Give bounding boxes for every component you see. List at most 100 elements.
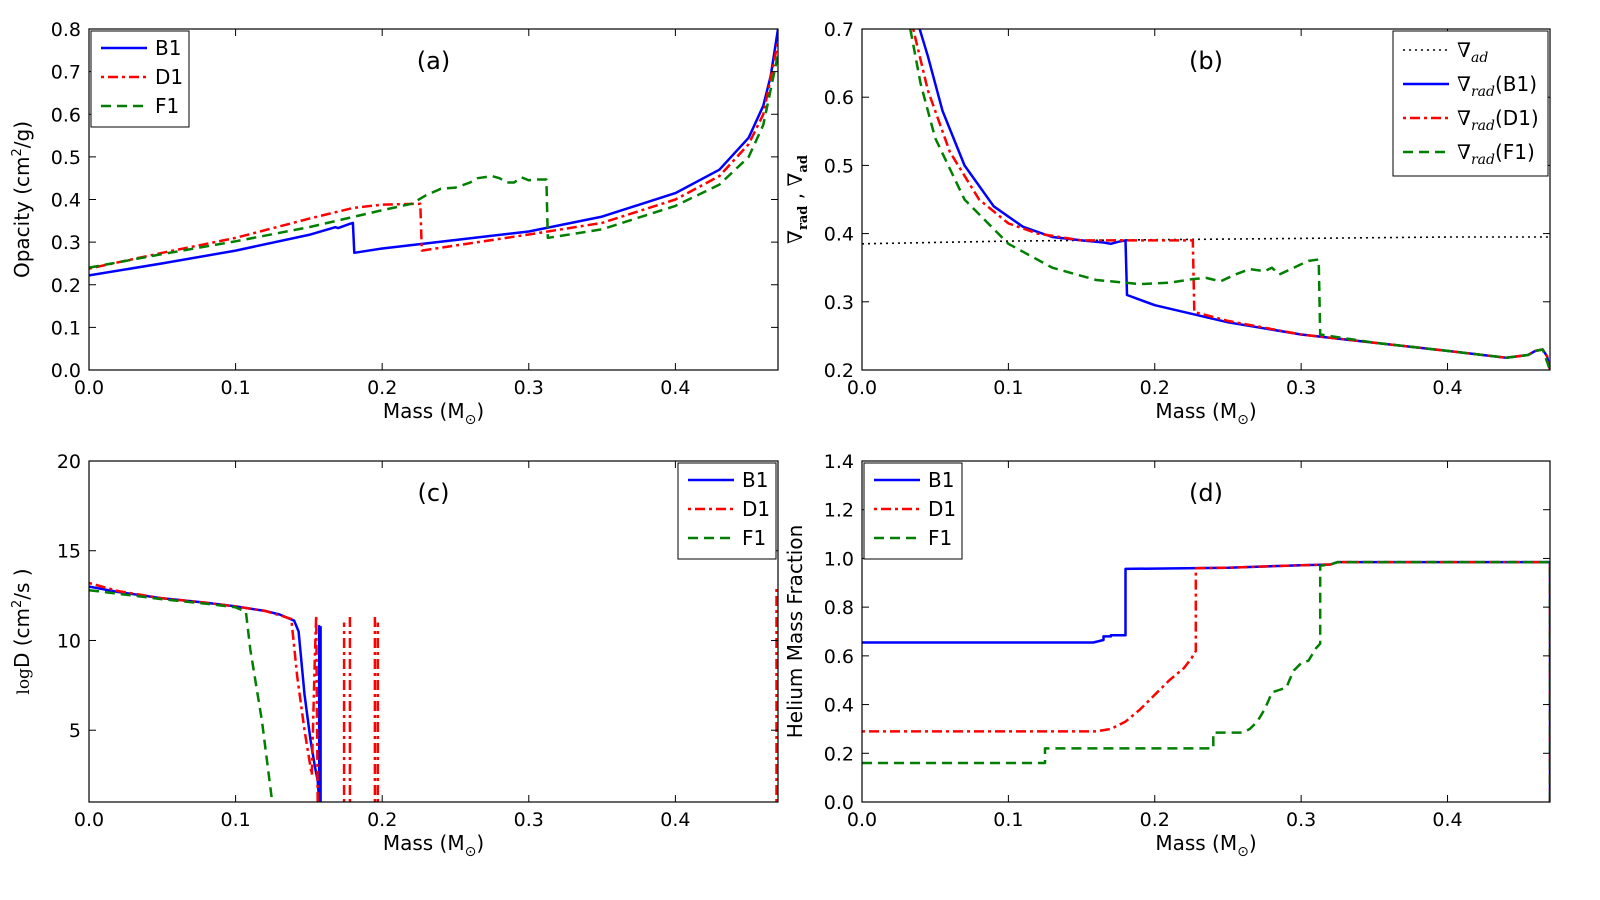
x-tick-label: 0.3 [514,377,544,399]
x-tick-label: 0.0 [74,809,104,831]
legend-label-f1: F1 [155,94,179,118]
x-tick-label: 0.2 [367,377,397,399]
legend-label-rad-f1: ∇rad(F1) [1457,140,1535,168]
y-tick-label: 0.8 [824,597,854,619]
legend-a: B1 D1 F1 [90,30,190,128]
series-b1 [862,560,1550,802]
panel-d: 0.0 0.1 0.2 0.3 0.4 0.0 0.2 0.4 0.6 0.8 1.0 1.2 1.4 (… [783,451,1551,860]
y-tick-label: 1.2 [824,500,854,522]
x-tick-label: 0.0 [847,377,877,399]
y-axis-label: Helium Mass Fraction [783,525,807,739]
x-axis-label: Mass (M⊙) [383,831,484,860]
series-group-a [89,29,778,277]
x-tick-label: 0.1 [220,377,250,399]
legend-label-d1: D1 [742,497,770,521]
panel-a: 0.0 0.1 0.2 0.3 0.4 0.0 0.1 0.2 0.3 0.4 0.5 0.6 0.7 0… [10,19,779,428]
legend-c: B1 D1 F1 [677,462,777,560]
series-group-c [89,581,778,802]
series-d1 [89,41,778,270]
y-tick-label: 0.6 [824,87,854,109]
y-axis-label: Opacity (cm2/g) [10,121,34,278]
y-tick-label: 0.0 [824,792,854,814]
series-f1 [89,54,778,269]
y-tick-label: 0.2 [824,743,854,765]
x-tick-label: 0.4 [1432,809,1462,831]
legend-label-rad-b1: ∇rad(B1) [1457,72,1537,100]
panel-b: 0.0 0.1 0.2 0.3 0.4 0.2 0.3 0.4 0.5 0.6 0.7 (b) Mass… [783,19,1551,428]
panel-label-b: (b) [1189,47,1223,75]
x-axis-label: Mass (M⊙) [1155,831,1256,860]
y-tick-label: 0.8 [51,19,81,41]
legend-label-f1: F1 [742,526,766,550]
x-tick-label: 0.0 [74,377,104,399]
y-tick-label: 0.2 [824,360,854,382]
panel-label-a: (a) [417,47,450,75]
x-tick-label: 0.2 [367,809,397,831]
series-group-b [862,29,1550,370]
x-tick-label: 0.1 [993,377,1023,399]
y-tick-label: 20 [57,451,81,473]
legend-label-b1: B1 [155,36,181,60]
axes-frame-c [88,460,779,803]
y-tick-label: 0.3 [824,292,854,314]
y-axis-label: logD (cm2/s ) [10,568,34,694]
legend-d: B1 D1 F1 [863,462,963,560]
legend-b: ∇ad ∇rad(B1) ∇rad(D1) ∇rad(F1) [1392,30,1549,177]
y-tick-label: 0.5 [824,155,854,177]
y-axis-label: ∇rad , ∇ad [783,155,811,244]
axes-frame-d [861,460,1551,803]
panel-c: 0.0 0.1 0.2 0.3 0.4 5 10 15 20 (c) Mass (M⊙) logD (… [10,451,779,860]
x-tick-label: 0.3 [1286,809,1316,831]
legend-label-rad-d1: ∇rad(D1) [1457,106,1539,134]
x-axis-label: Mass (M⊙) [383,399,484,428]
legend-label-ad: ∇ad [1457,38,1488,66]
series-b1 [89,585,322,802]
legend-box [1392,30,1549,177]
y-tick-label: 0.1 [51,317,81,339]
y-tick-label: 0.4 [51,190,81,212]
x-tick-label: 0.4 [660,377,690,399]
y-tick-label: 0.7 [51,62,81,84]
series-rad-d1 [911,29,1550,370]
series-group-d [862,560,1550,802]
y-tick-label: 1.4 [824,451,854,473]
y-tick-label: 0.3 [51,232,81,254]
x-tick-label: 0.4 [660,809,690,831]
series-d1-seg-0 [89,581,319,802]
y-tick-label: 0.0 [51,360,81,382]
y-tick-label: 0.7 [824,19,854,41]
panel-label-d: (d) [1189,479,1223,507]
x-tick-label: 0.3 [1286,377,1316,399]
y-tick-label: 0.6 [824,646,854,668]
series-f1 [89,588,274,802]
x-tick-label: 0.2 [1140,809,1170,831]
legend-label-f1: F1 [928,526,952,550]
legend-label-d1: D1 [928,497,956,521]
y-tick-label: 10 [57,630,81,652]
series-b1 [89,29,778,277]
series-d1 [862,560,1550,802]
y-tick-label: 0.6 [51,104,81,126]
y-tick-label: 5 [69,720,81,742]
x-tick-label: 0.4 [1432,377,1462,399]
x-tick-label: 0.3 [514,809,544,831]
y-tick-label: 15 [57,541,81,563]
y-tick-label: 0.2 [51,275,81,297]
x-tick-label: 0.1 [220,809,250,831]
y-tick-label: 0.4 [824,695,854,717]
legend-label-b1: B1 [928,468,954,492]
x-axis-label: Mass (M⊙) [1155,399,1256,428]
series-rad-f1 [909,29,1550,370]
y-tick-label: 0.4 [824,224,854,246]
y-tick-label: 0.5 [51,147,81,169]
x-tick-label: 0.0 [847,809,877,831]
series-f1 [862,560,1550,802]
series-ad [862,236,1550,245]
x-tick-label: 0.2 [1140,377,1170,399]
legend-label-d1: D1 [155,65,183,89]
legend-label-b1: B1 [742,468,768,492]
y-tick-label: 1.0 [824,548,854,570]
panel-label-c: (c) [418,479,450,507]
axes-frame-b [861,28,1551,371]
